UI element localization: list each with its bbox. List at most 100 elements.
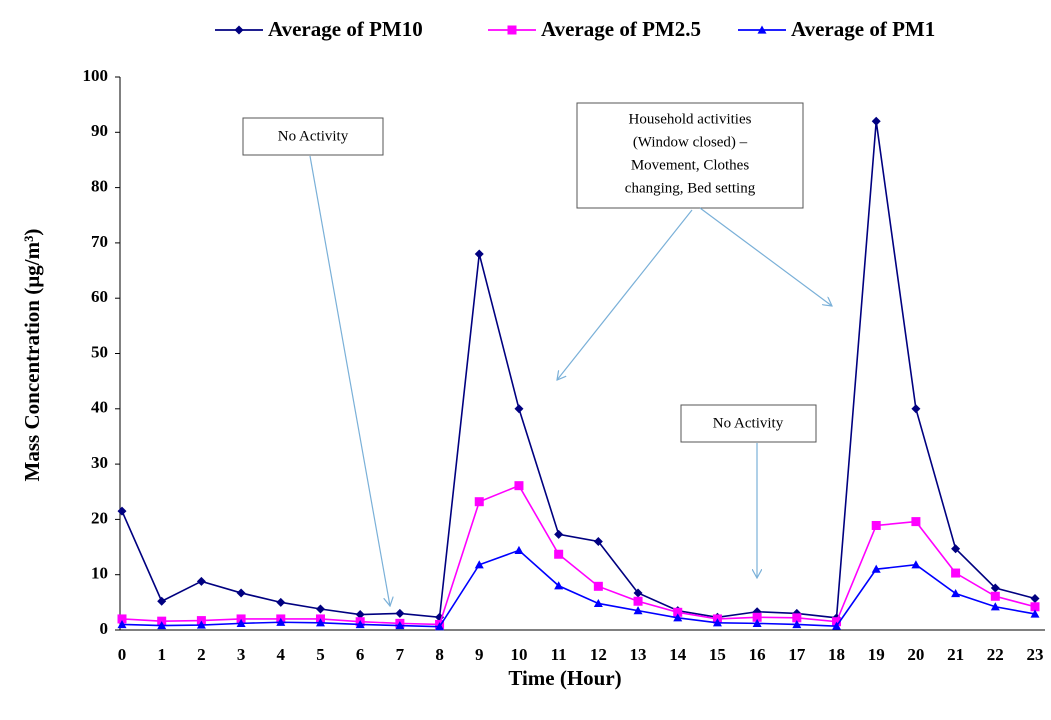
- point: [911, 560, 921, 569]
- annotation-text: changing, Bed setting: [625, 180, 756, 196]
- legend-label: Average of PM2.5: [541, 17, 701, 41]
- y-tick-label: 40: [91, 398, 108, 417]
- x-tick-label: 21: [947, 645, 964, 664]
- annotation-text: Household activities: [629, 111, 752, 127]
- point: [871, 520, 881, 530]
- point: [712, 618, 722, 627]
- x-tick-label: 6: [356, 645, 365, 664]
- point: [276, 597, 286, 607]
- legend-item: Average of PM2.5: [488, 17, 701, 41]
- x-tick-label: 16: [749, 645, 766, 664]
- x-tick-label: 22: [987, 645, 1004, 664]
- arrow: [557, 209, 693, 380]
- point: [990, 591, 1000, 601]
- point: [117, 619, 127, 629]
- point: [196, 620, 206, 629]
- x-tick-label: 8: [435, 645, 444, 664]
- x-tick-label: 5: [316, 645, 325, 664]
- point: [633, 596, 643, 606]
- y-tick-label: 50: [91, 342, 108, 361]
- y-tick-label: 70: [91, 232, 108, 251]
- point: [593, 581, 603, 591]
- point: [593, 598, 603, 608]
- x-tick-label: 15: [709, 645, 726, 664]
- point: [236, 618, 246, 627]
- series-line: [121, 484, 1036, 626]
- annotation-text: No Activity: [278, 128, 349, 144]
- point: [234, 25, 244, 35]
- legend-item: Average of PM1: [738, 17, 935, 41]
- x-tick-label: 18: [828, 645, 845, 664]
- point: [117, 506, 127, 516]
- point: [673, 607, 683, 617]
- point: [157, 621, 167, 630]
- legend-label: Average of PM1: [791, 17, 935, 41]
- point: [911, 404, 921, 414]
- x-tick-label: 11: [551, 645, 567, 664]
- point: [315, 604, 325, 614]
- point: [792, 619, 802, 629]
- annotation-box: No Activity: [242, 117, 390, 606]
- point: [554, 581, 564, 590]
- point: [911, 517, 921, 527]
- arrow: [699, 207, 832, 306]
- point: [395, 608, 405, 618]
- x-tick-label: 3: [237, 645, 246, 664]
- point: [1030, 609, 1040, 618]
- y-tick-label: 10: [91, 564, 108, 583]
- point: [236, 588, 246, 598]
- series: [117, 545, 1040, 631]
- series: [117, 481, 1040, 629]
- point: [990, 583, 1000, 593]
- x-tick-label: 14: [669, 645, 687, 664]
- point: [633, 588, 643, 598]
- point: [514, 545, 524, 554]
- x-tick-label: 9: [475, 645, 484, 664]
- point: [474, 249, 484, 259]
- point: [871, 116, 881, 126]
- annotation-text: (Window closed) –: [633, 134, 748, 150]
- x-tick-label: 12: [590, 645, 607, 664]
- x-axis-label: Time (Hour): [508, 666, 621, 690]
- point: [395, 621, 405, 630]
- point: [1030, 602, 1040, 612]
- point: [157, 596, 167, 606]
- annotation-box: No Activity: [680, 404, 817, 578]
- point: [276, 617, 286, 626]
- y-tick-label: 20: [91, 508, 108, 527]
- x-tick-label: 19: [868, 645, 885, 664]
- point: [757, 25, 767, 34]
- point: [752, 612, 762, 622]
- point: [355, 610, 365, 620]
- annotation-text: No Activity: [713, 415, 784, 431]
- point: [514, 481, 524, 491]
- point: [871, 564, 881, 573]
- series-line: [121, 549, 1036, 628]
- point: [474, 560, 484, 569]
- point: [435, 622, 445, 631]
- point: [554, 529, 564, 539]
- y-tick-label: 90: [91, 121, 108, 140]
- x-tick-label: 13: [630, 645, 647, 664]
- point: [792, 613, 802, 623]
- y-tick-label: 60: [91, 287, 108, 306]
- y-tick-label: 0: [100, 619, 109, 638]
- point: [474, 497, 484, 507]
- point: [752, 618, 762, 627]
- x-tick-label: 10: [510, 645, 527, 664]
- point: [117, 614, 127, 624]
- point: [990, 602, 1000, 611]
- x-tick-label: 2: [197, 645, 206, 664]
- series-line: [121, 121, 1036, 619]
- point: [196, 576, 206, 586]
- legend-label: Average of PM10: [268, 17, 423, 41]
- point: [951, 568, 961, 578]
- point: [1030, 593, 1040, 603]
- point: [673, 613, 683, 622]
- x-tick-label: 4: [277, 645, 286, 664]
- arrow: [309, 155, 390, 606]
- x-tick-label: 20: [907, 645, 924, 664]
- point: [355, 619, 365, 629]
- point: [514, 404, 524, 414]
- y-axis-label: Mass Concentration (µg/m³): [20, 229, 44, 482]
